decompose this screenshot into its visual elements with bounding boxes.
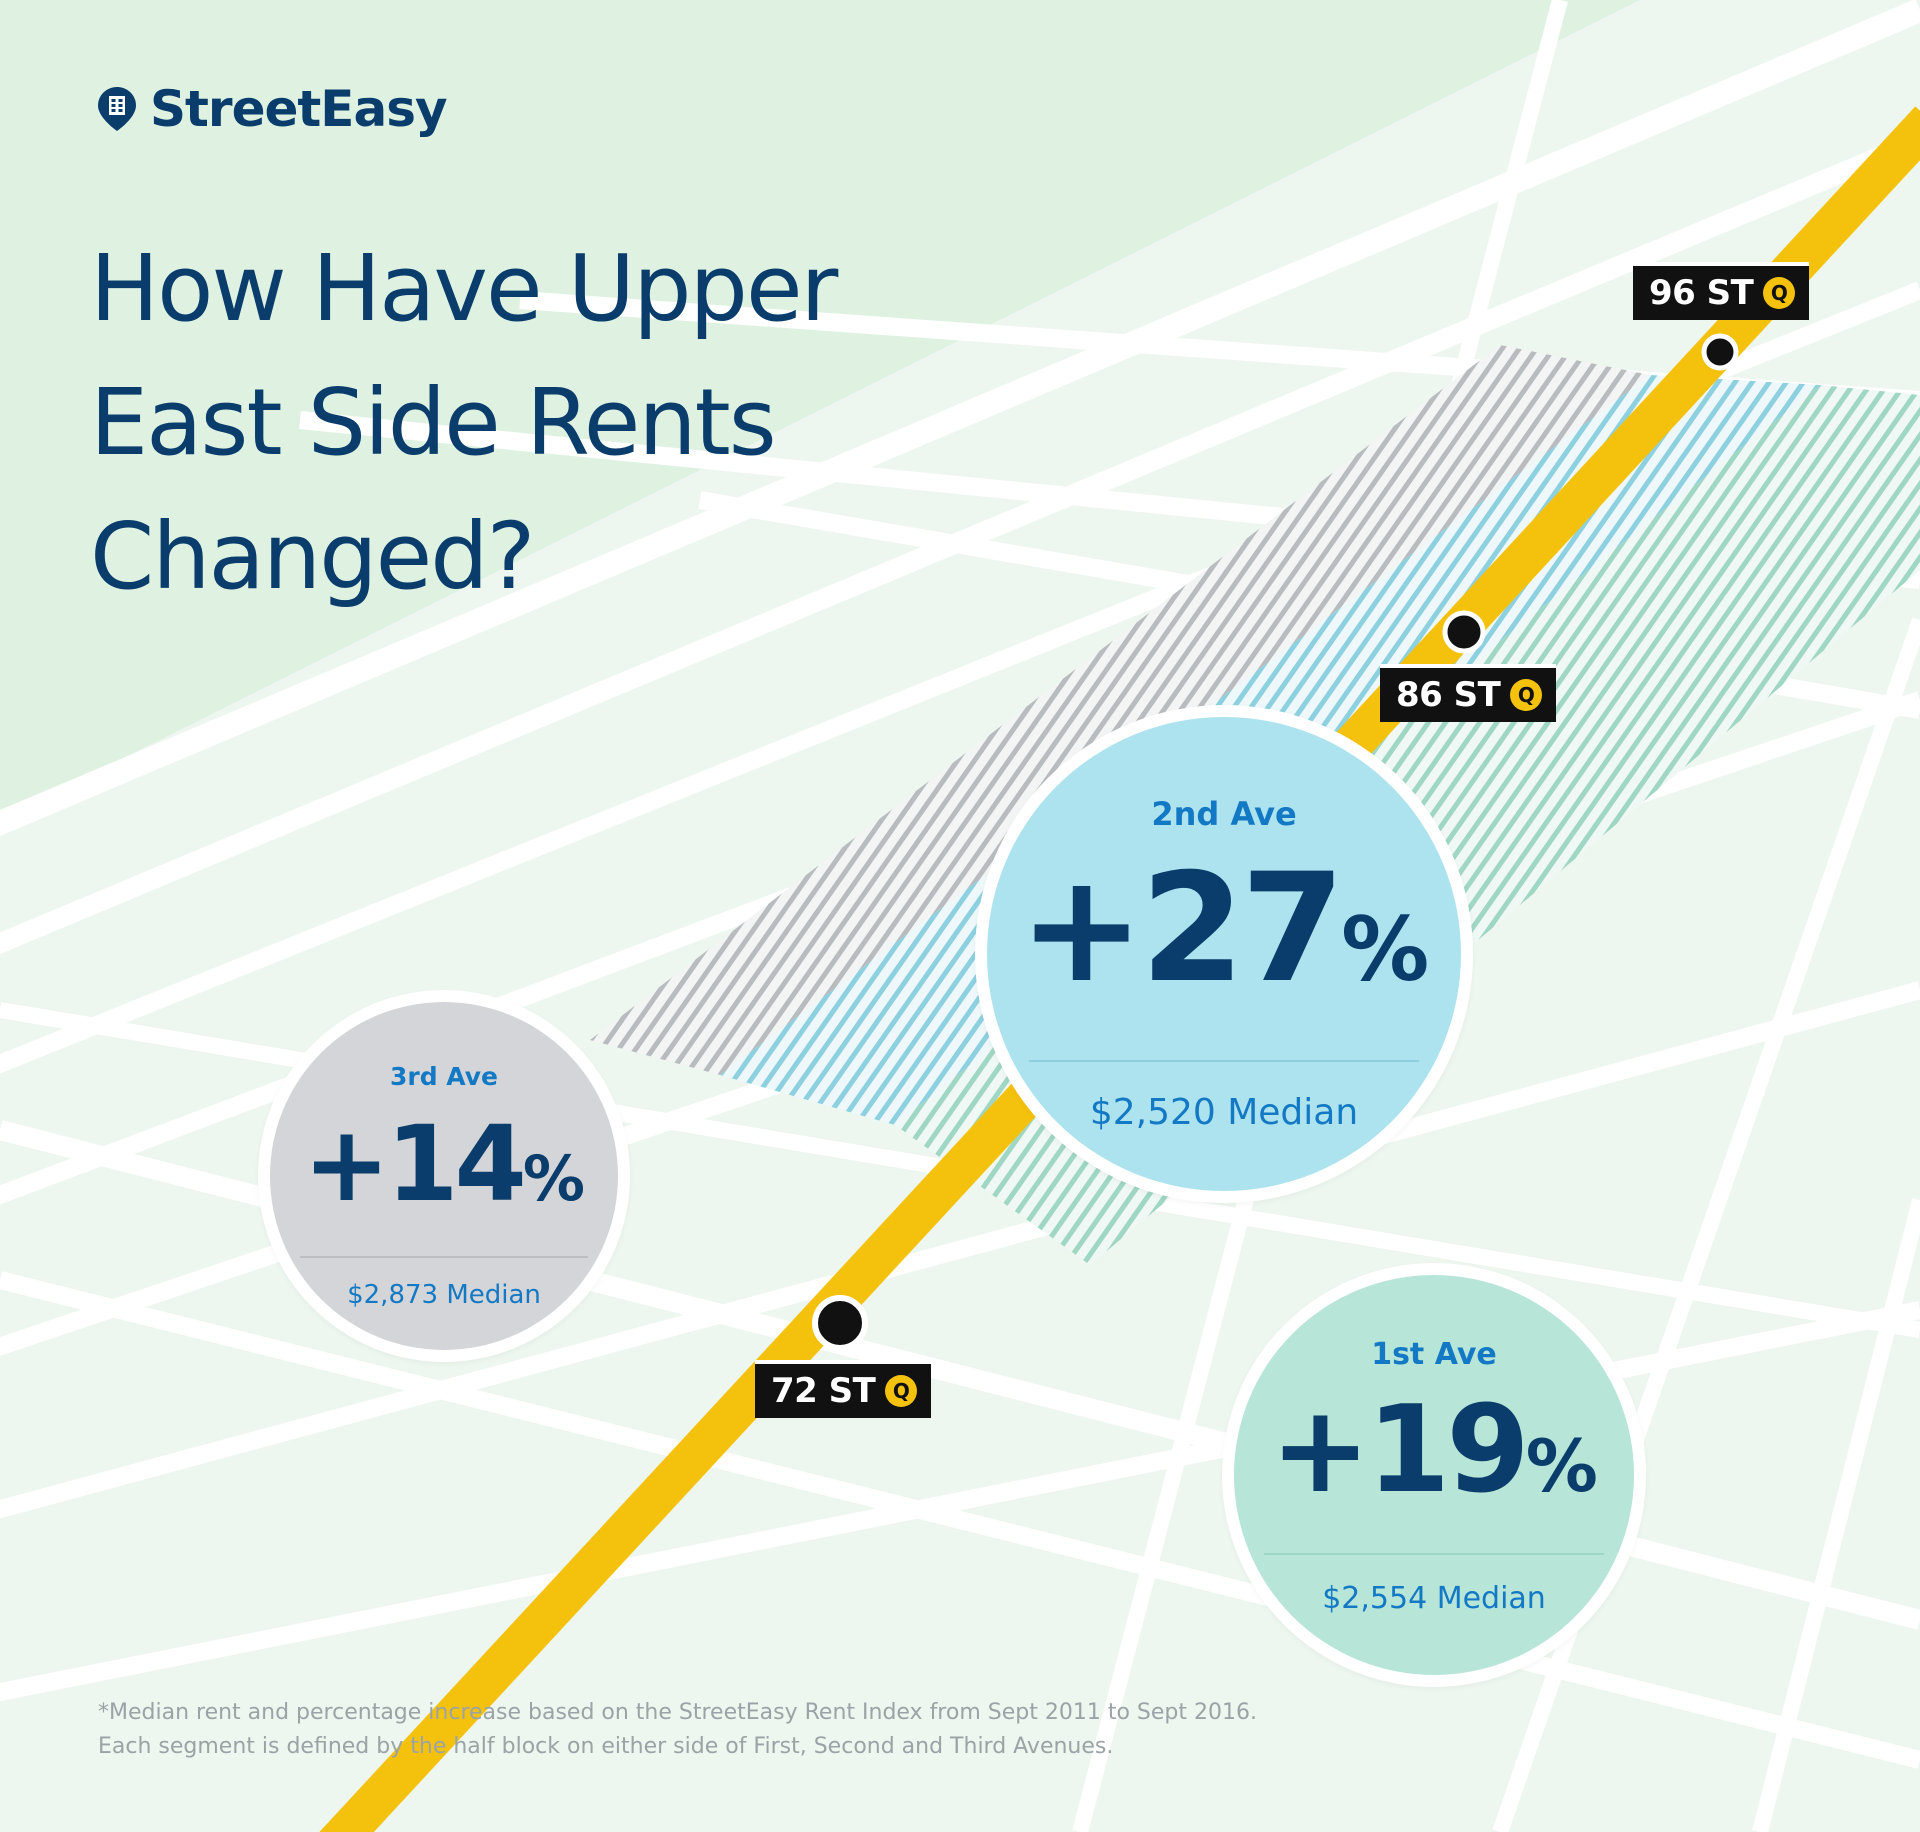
percent-unit: %	[1341, 898, 1430, 1001]
station-label-86-st[interactable]: 86 ST Q	[1380, 664, 1557, 722]
avenue-name: 1st Ave	[1371, 1337, 1497, 1372]
median-rent: $2,520 Median	[1089, 1092, 1359, 1133]
divider	[1029, 1060, 1419, 1062]
station-dot-72-st[interactable]	[812, 1295, 868, 1351]
q-line-icon: Q	[885, 1375, 918, 1407]
building-pin-icon	[98, 87, 136, 131]
callout-1st-ave-fill: 1st Ave +19% $2,554 Median	[1234, 1275, 1634, 1675]
park-area	[0, 0, 1640, 820]
divider	[300, 1256, 588, 1258]
brand-logo: StreetEasy	[98, 80, 448, 138]
change-sign: +	[1270, 1381, 1371, 1520]
change-value: 27	[1140, 842, 1345, 1016]
station-name: 96 ST	[1649, 273, 1754, 313]
footnote: *Median rent and percentage increase bas…	[98, 1696, 1598, 1764]
footnote-line-2: Each segment is defined by the half bloc…	[98, 1734, 1114, 1759]
percent-unit: %	[1525, 1424, 1598, 1508]
rent-change-percent: +14%	[303, 1107, 585, 1236]
avenue-name: 2nd Ave	[1151, 795, 1297, 833]
station-label-72-st[interactable]: 72 ST Q	[755, 1360, 932, 1418]
station-dot-96-st[interactable]	[1701, 333, 1739, 371]
station-label-96-st[interactable]: 96 ST Q	[1633, 262, 1810, 320]
station-name: 86 ST	[1396, 675, 1501, 715]
station-name: 72 ST	[771, 1371, 876, 1411]
median-rent: $2,873 Median	[347, 1280, 541, 1310]
title-line-2: East Side Rents	[90, 369, 777, 476]
change-sign: +	[303, 1103, 390, 1225]
callout-1st-ave: 1st Ave +19% $2,554 Median	[1222, 1263, 1646, 1687]
callout-3rd-ave: 3rd Ave +14% $2,873 Median	[258, 990, 630, 1362]
avenue-name: 3rd Ave	[389, 1062, 499, 1091]
change-value: 19	[1366, 1381, 1530, 1520]
page-title: How Have Upper East Side Rents Changed?	[90, 222, 990, 624]
q-line-icon: Q	[1510, 679, 1543, 711]
station-dot-86-st[interactable]	[1442, 610, 1486, 654]
title-line-3: Changed?	[90, 503, 535, 610]
callout-2nd-ave-fill: 2nd Ave +27% $2,520 Median	[987, 717, 1461, 1191]
divider	[1264, 1553, 1604, 1555]
footnote-line-1: *Median rent and percentage increase bas…	[98, 1700, 1257, 1725]
rent-change-percent: +19%	[1270, 1386, 1598, 1531]
change-value: 14	[386, 1103, 527, 1225]
percent-unit: %	[522, 1142, 585, 1215]
segment-3rd-ave	[590, 345, 1650, 1075]
change-sign: +	[1018, 842, 1145, 1016]
title-line-1: How Have Upper	[90, 235, 838, 342]
brand-name: StreetEasy	[150, 80, 448, 138]
median-rent: $2,554 Median	[1322, 1581, 1546, 1616]
callout-3rd-ave-fill: 3rd Ave +14% $2,873 Median	[270, 1002, 618, 1350]
q-line-icon: Q	[1763, 277, 1796, 309]
rent-change-percent: +27%	[1019, 849, 1430, 1030]
callout-2nd-ave: 2nd Ave +27% $2,520 Median	[975, 705, 1473, 1203]
